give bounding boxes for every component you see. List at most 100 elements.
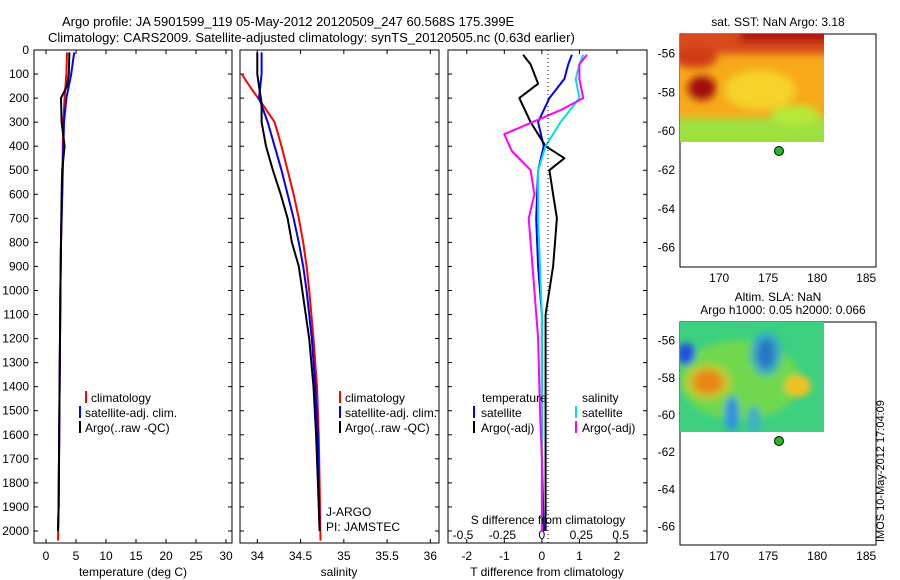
salinity-xlabel: salinity — [321, 565, 358, 579]
temperature-xlabel: temperature (deg C) — [79, 565, 187, 579]
legend-label-climatology: climatology — [91, 391, 151, 405]
depth-tick-label: 1100 — [3, 308, 29, 322]
map-y-tick-label: -60 — [658, 124, 676, 138]
sla-map-subtitle: Argo h1000: 0.05 h2000: 0.066 — [700, 303, 866, 317]
legend-label-argo: Argo(..raw -QC) — [85, 421, 170, 435]
map-x-tick-label: 175 — [758, 271, 778, 285]
depth-tick-label: 1400 — [2, 380, 29, 394]
depth-tick-label: 0 — [22, 43, 29, 57]
depth-tick-label: 100 — [9, 67, 29, 81]
sla-argo-marker — [774, 436, 784, 446]
depth-tick-label: 300 — [9, 115, 29, 129]
profile-lines — [57, 52, 588, 541]
x-tick-label: 35.5 — [375, 549, 399, 563]
depth-tick-label: 600 — [9, 187, 29, 201]
pi-annotation-line2: PI: JAMSTEC — [326, 520, 400, 534]
x-tick-label: -2 — [461, 549, 472, 563]
sla-cold-eddy-left — [680, 343, 695, 365]
depth-tick-label: 1700 — [2, 452, 29, 466]
sla-warm-eddy-halo — [684, 364, 732, 400]
figure-title-line1: Argo profile: JA 5901599_119 05-May-2012… — [62, 14, 515, 29]
map-x-tick-label: 185 — [856, 549, 876, 563]
x-tick-label: 36 — [424, 549, 438, 563]
sst-map-title: sat. SST: NaN Argo: 3.18 — [711, 15, 845, 29]
sla-cool-streak-2 — [747, 406, 761, 432]
legend-label-satellite: satellite-adj. clim. — [345, 406, 437, 420]
map-x-tick-label: 170 — [709, 271, 729, 285]
map-y-tick-label: -56 — [658, 46, 676, 60]
map-y-tick-label: -62 — [658, 163, 676, 177]
series-line-temperature-2 — [57, 52, 71, 532]
depth-tick-label: 1500 — [2, 404, 29, 418]
map-y-tick-label: -66 — [658, 519, 676, 533]
depth-tick-label: 1300 — [2, 356, 29, 370]
map-x-tick-label: 175 — [758, 549, 778, 563]
legend-title-salinity: salinity — [582, 391, 619, 405]
sla-map-title: Altim. SLA: NaN — [735, 290, 822, 304]
legend-label-t-argo: Argo(-adj) — [481, 421, 534, 435]
salinity-legend: climatology satellite-adj. clim. Argo(..… — [339, 391, 437, 435]
map-y-tick-label: -64 — [658, 482, 676, 496]
sla-cool-streak — [725, 396, 739, 432]
sla-cold-eddy-halo — [750, 332, 782, 376]
map-y-tick-label: -60 — [658, 408, 676, 422]
x-tick-label: 30 — [219, 549, 233, 563]
series-line-salinity-0 — [240, 73, 322, 541]
x-tick-label: 0 — [539, 549, 546, 563]
legend-label-s-satellite: satellite — [582, 406, 623, 420]
depth-tick-label: 1600 — [2, 428, 29, 442]
map-y-tick-label: -62 — [658, 445, 676, 459]
x-tick-label: 10 — [99, 549, 113, 563]
temperature-legend: climatology satellite-adj. clim. Argo(..… — [79, 391, 177, 435]
x-tick-label-top: 0.5 — [612, 528, 629, 542]
legend-label-s-argo: Argo(-adj) — [582, 421, 635, 435]
difference-xlabel: T difference from climatology — [470, 565, 624, 579]
legend-title-temperature: temperature — [482, 391, 547, 405]
sst-warm-core — [688, 76, 716, 100]
depth-tick-label: 1900 — [2, 500, 29, 514]
x-tick-label-top: -0.25 — [489, 528, 517, 542]
sst-yellow-patch — [724, 70, 796, 110]
x-tick-label: 20 — [159, 549, 173, 563]
map-x-tick-label: 180 — [807, 549, 827, 563]
x-tick-label-top: 0.25 — [570, 528, 594, 542]
depth-tick-label: 800 — [9, 235, 29, 249]
difference-legend: temperature salinity satellite Argo(-adj… — [473, 391, 635, 435]
legend-label-argo: Argo(..raw -QC) — [345, 421, 430, 435]
map-y-tick-label: -66 — [658, 241, 676, 255]
depth-tick-label: 1200 — [2, 332, 29, 346]
x-tick-label: 35 — [337, 549, 351, 563]
figure-title-line2: Climatology: CARS2009. Satellite-adjuste… — [48, 30, 575, 45]
x-tick-label: 1 — [576, 549, 583, 563]
sst-warm-patch — [680, 48, 717, 68]
series-line-difference-2 — [537, 54, 585, 531]
depth-tick-label: 500 — [9, 163, 29, 177]
tick-layer: 0100200300400500600700800900100011001200… — [2, 43, 876, 563]
series-line-difference-3 — [503, 54, 588, 531]
map-y-tick-label: -64 — [658, 202, 676, 216]
depth-tick-label: 700 — [9, 211, 29, 225]
x-tick-label: -1 — [499, 549, 510, 563]
series-line-salinity-2 — [256, 52, 321, 532]
sst-warm-top-right — [740, 34, 824, 42]
salinity-axes — [239, 49, 440, 544]
map-x-tick-label: 170 — [709, 549, 729, 563]
map-y-tick-label: -58 — [658, 85, 676, 99]
sst-argo-marker — [774, 146, 784, 156]
legend-label-t-satellite: satellite — [481, 406, 522, 420]
x-tick-label: 34.5 — [289, 549, 313, 563]
temperature-axes — [33, 49, 233, 544]
difference-xlabel-top: S difference from climatology — [471, 513, 626, 527]
pi-annotation-line1: J-ARGO — [326, 505, 371, 519]
x-tick-label-top: 0 — [539, 528, 546, 542]
map-y-tick-label: -58 — [658, 371, 676, 385]
x-tick-label: 2 — [614, 549, 621, 563]
legend-label-satellite: satellite-adj. clim. — [85, 406, 177, 420]
depth-tick-label: 2000 — [2, 524, 29, 538]
map-x-tick-label: 180 — [807, 271, 827, 285]
depth-tick-label: 200 — [9, 91, 29, 105]
sla-heatmap — [680, 322, 824, 432]
sla-warm-eddy-right — [785, 375, 811, 397]
sst-cool-patch — [771, 105, 819, 125]
